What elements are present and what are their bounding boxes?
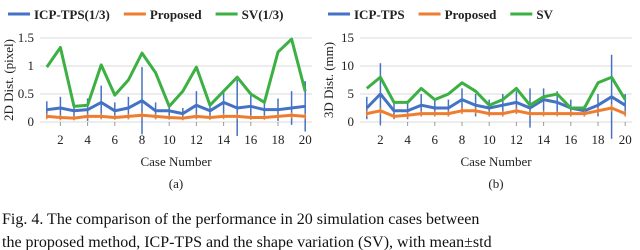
x-axis-label: Case Number: [460, 154, 532, 169]
y-tick-label: 0: [348, 114, 355, 129]
x-tick-label: 18: [272, 132, 285, 147]
caption-line: Fig. 4. The comparison of the performanc…: [2, 211, 479, 228]
x-tick-label: 20: [299, 132, 312, 147]
panel-label: (a): [169, 176, 183, 191]
caption-line: the proposed method, ICP-TPS and the sha…: [2, 234, 492, 250]
x-tick-label: 18: [592, 132, 605, 147]
y-axis-label: 2D Dist. (pixel): [1, 39, 16, 121]
series-line: [46, 99, 306, 116]
x-tick-label: 4: [404, 132, 411, 147]
x-tick-label: 6: [112, 132, 119, 147]
x-tick-label: 4: [84, 132, 91, 147]
x-tick-label: 20: [619, 132, 632, 147]
x-tick-label: 14: [537, 132, 551, 147]
y-tick-label: 1: [28, 58, 35, 73]
x-tick-label: 6: [432, 132, 439, 147]
x-tick-label: 12: [510, 132, 523, 147]
x-tick-label: 8: [139, 132, 146, 147]
x-tick-label: 12: [190, 132, 203, 147]
legend-label: SV: [536, 7, 553, 22]
y-tick-label: 10: [341, 58, 354, 73]
series-line: [366, 106, 626, 118]
y-tick-label: 1.5: [18, 30, 34, 45]
x-tick-label: 16: [564, 132, 578, 147]
x-tick-label: 2: [377, 132, 384, 147]
y-axis-label: 3D Dist. (mm): [321, 42, 336, 118]
legend-label: ICP-TPS(1/3): [34, 7, 110, 22]
y-tick-label: 15: [341, 30, 354, 45]
legend-label: Proposed: [445, 7, 498, 22]
x-tick-label: 8: [459, 132, 466, 147]
legend-label: Proposed: [150, 7, 203, 22]
series-line: [46, 113, 306, 120]
x-tick-label: 2: [57, 132, 64, 147]
x-tick-label: 10: [483, 132, 496, 147]
x-tick-label: 10: [163, 132, 176, 147]
x-axis-label: Case Number: [140, 154, 212, 169]
x-tick-label: 16: [244, 132, 258, 147]
x-tick-label: 14: [217, 132, 231, 147]
series-line: [365, 75, 627, 110]
y-tick-label: 5: [348, 86, 355, 101]
panel-label: (b): [488, 176, 503, 191]
y-tick-label: 0: [28, 114, 35, 129]
y-tick-label: 0.5: [18, 86, 34, 101]
legend-label: ICP-TPS: [354, 7, 405, 22]
series-line: [365, 92, 626, 113]
legend-label: SV(1/3): [242, 7, 284, 22]
series-line: [45, 37, 307, 108]
